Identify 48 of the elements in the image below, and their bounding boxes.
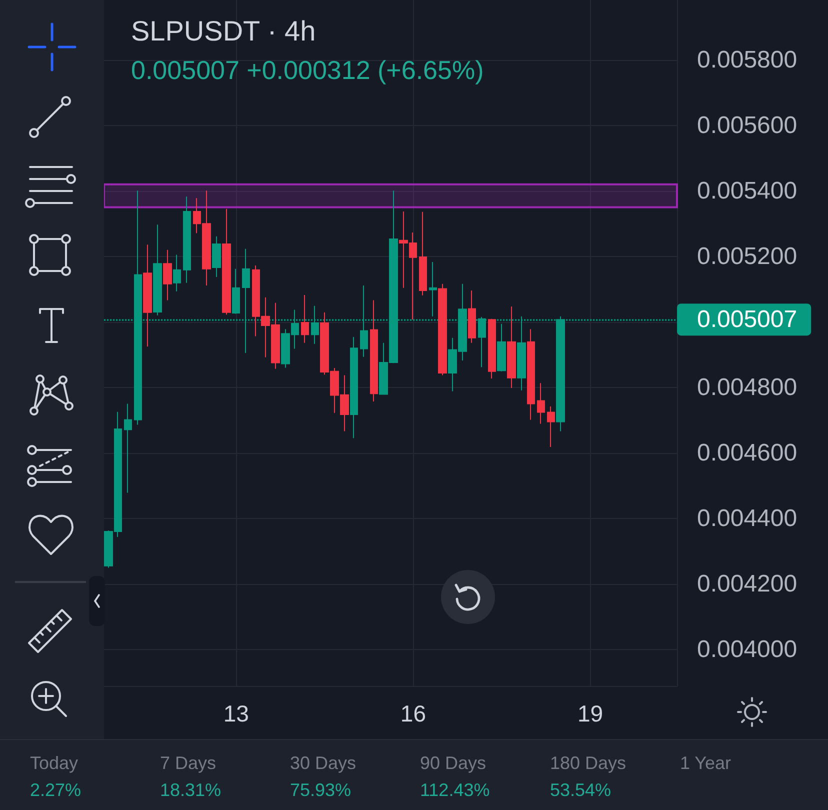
text: SLPUSDT · 4h	[131, 16, 316, 46]
candlestick	[547, 406, 555, 448]
y-tick-label: 0.004400	[697, 504, 798, 532]
text: 0.005007 +0.000312 (+6.65%)	[131, 55, 484, 85]
text: 112.43%	[420, 780, 490, 800]
candlestick	[537, 382, 545, 424]
text: 180 Days	[550, 753, 626, 773]
candlestick	[173, 254, 181, 292]
text: 1 Year	[680, 753, 732, 773]
text: 53.54%	[550, 780, 612, 800]
y-tick-label: 0.005400	[697, 177, 798, 204]
text: 75.93%	[290, 780, 352, 800]
y-tick-label: 0.005800	[697, 46, 798, 74]
candlestick	[143, 244, 152, 347]
candlestick	[212, 236, 221, 278]
candlestick	[507, 306, 516, 389]
candlestick	[222, 208, 231, 316]
candlestick	[438, 283, 447, 376]
y-tick-label: 0.005200	[697, 242, 798, 270]
text: Today	[30, 753, 78, 773]
y-tick-label: 0.004200	[697, 570, 798, 598]
candlestick	[301, 294, 309, 344]
candlestick	[232, 268, 240, 314]
candlestick	[497, 323, 506, 372]
y-tick-label: 0.004600	[697, 439, 798, 466]
x-tick-label: 19	[577, 700, 604, 726]
x-tick-label: 16	[400, 700, 426, 726]
candlestick	[419, 211, 427, 296]
text: 30 Days	[290, 753, 356, 773]
candlestick	[153, 224, 162, 316]
candlestick	[163, 249, 172, 301]
candlestick	[183, 196, 191, 284]
y-tick-label: 0.004000	[697, 636, 798, 663]
candlestick	[468, 290, 476, 344]
candlestick	[124, 403, 132, 494]
x-tick-label: 13	[223, 700, 249, 726]
candlestick	[350, 336, 358, 439]
candlestick	[527, 328, 535, 420]
candlestick	[488, 318, 496, 380]
text: 18.31%	[160, 780, 222, 800]
y-tick-label: 0.004800	[697, 374, 798, 401]
text: 7 Days	[160, 753, 216, 773]
ref-line-label: 0.005007	[697, 306, 798, 334]
y-tick-label: 0.005600	[697, 112, 798, 139]
candlestick	[370, 300, 378, 402]
candlestick	[429, 261, 437, 317]
text: 90 Days	[420, 753, 486, 773]
text: 2.27%	[30, 780, 82, 800]
